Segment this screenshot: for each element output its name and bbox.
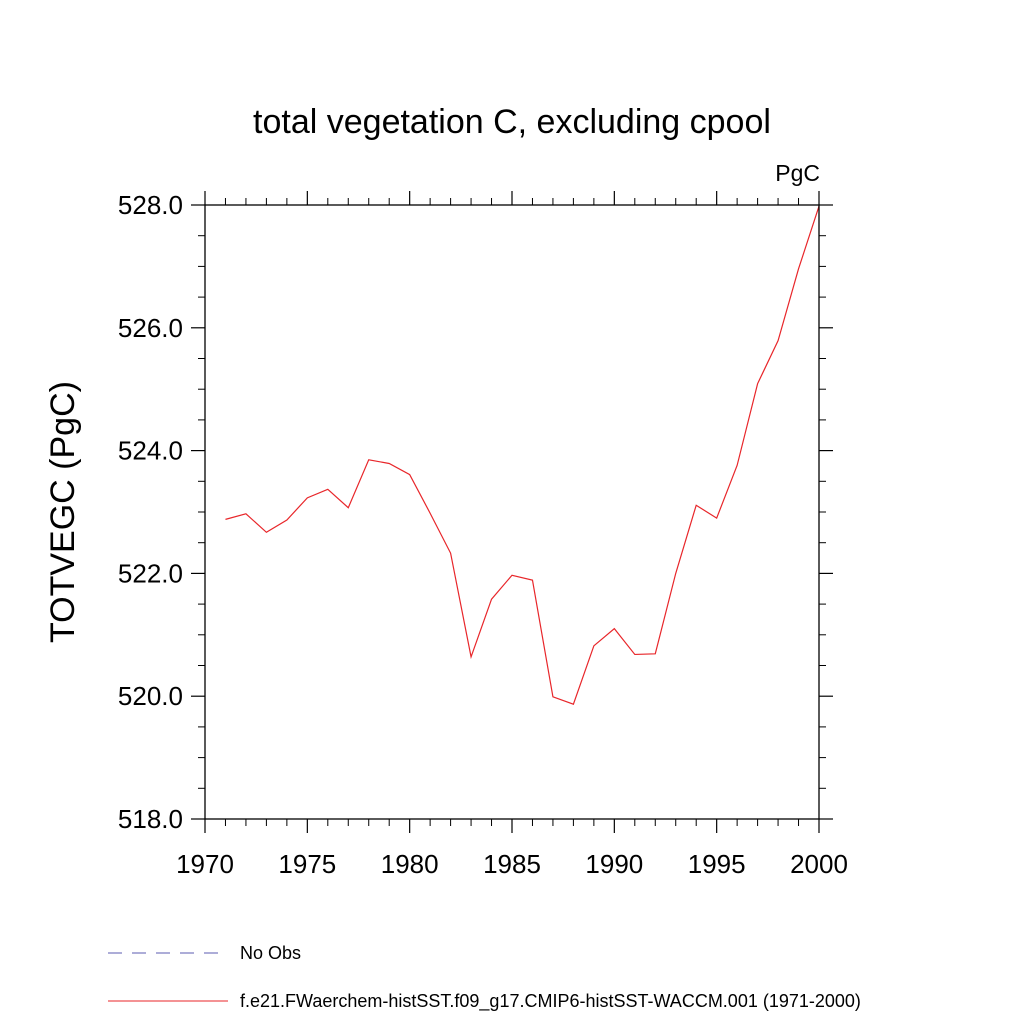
series-line-model: [225, 206, 820, 705]
legend: No Obs f.e21.FWaerchem-histSST.f09_g17.C…: [108, 943, 861, 1012]
legend-label-no-obs: No Obs: [240, 943, 301, 963]
x-tick-label: 1980: [381, 849, 439, 879]
y-tick-label: 522.0: [118, 558, 183, 588]
x-tick-label: 1990: [585, 849, 643, 879]
y-tick-label: 518.0: [118, 804, 183, 834]
series-lines: [225, 206, 820, 705]
x-tick-label: 1985: [483, 849, 541, 879]
x-tick-label: 1970: [176, 849, 234, 879]
y-tick-label: 520.0: [118, 681, 183, 711]
y-tick-label: 524.0: [118, 436, 183, 466]
x-tick-label: 2000: [790, 849, 848, 879]
plot-frame: [204, 204, 820, 820]
chart-title: total vegetation C, excluding cpool: [253, 103, 771, 141]
y-tick-label: 528.0: [118, 190, 183, 220]
y-axis-label: TOTVEGC (PgC): [44, 381, 82, 643]
y-tick-labels: 518.0 520.0 522.0 524.0 526.0 528.0: [118, 190, 183, 834]
axis-ticks: [191, 191, 833, 833]
y-tick-label: 526.0: [118, 313, 183, 343]
x-tick-label: 1995: [688, 849, 746, 879]
x-tick-label: 1975: [278, 849, 336, 879]
x-tick-labels: 1970 1975 1980 1985 1990 1995 2000: [176, 849, 848, 879]
units-label: PgC: [775, 160, 820, 186]
legend-label-model: f.e21.FWaerchem-histSST.f09_g17.CMIP6-hi…: [240, 991, 861, 1012]
